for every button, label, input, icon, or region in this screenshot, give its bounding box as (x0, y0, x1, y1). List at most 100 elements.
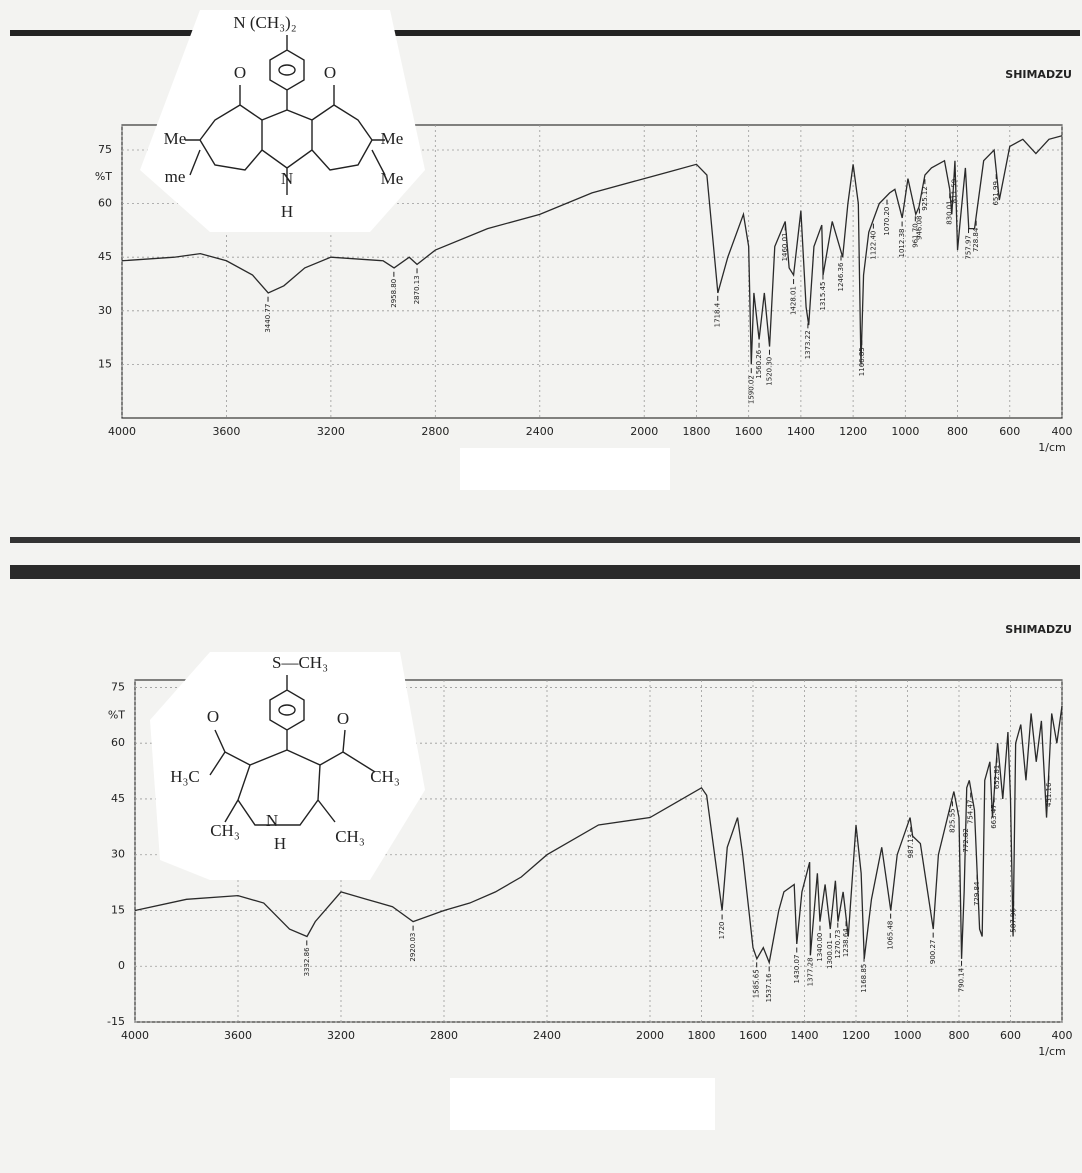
peak-label: 987.13 (907, 834, 915, 859)
peak-label: 587.96 (1010, 908, 1018, 933)
y-tick-label: 60 (111, 736, 125, 749)
y-tick-label: 60 (98, 197, 112, 210)
x-tick-label: 2000 (636, 1029, 664, 1042)
x-axis-label: 1/cm (1038, 1045, 1065, 1058)
atom-label: Me (381, 169, 404, 188)
x-tick-label: 1000 (894, 1029, 922, 1042)
atom-label: O (324, 63, 336, 82)
y-tick-label: 15 (111, 903, 125, 916)
atom-label: CH₃ (210, 821, 240, 840)
atom-label: Me (381, 129, 404, 148)
peak-label: 1377.28 (806, 957, 814, 986)
y-tick-label: 45 (111, 792, 125, 805)
peak-label: 1430.07 (793, 955, 801, 984)
x-tick-label: 2400 (526, 425, 554, 438)
peak-label: 1238.64 (842, 928, 850, 957)
atom-label: CH₃ (370, 767, 400, 786)
y-tick-label: 30 (111, 848, 125, 861)
x-tick-label: 3600 (212, 425, 240, 438)
peak-label: 1166.85 (858, 347, 866, 376)
x-tick-label: 1200 (842, 1029, 870, 1042)
peak-label: 1246.36 (837, 262, 845, 291)
atom-label: O (234, 63, 246, 82)
x-tick-label: 1600 (739, 1029, 767, 1042)
peak-label: 1560.26 (755, 349, 763, 378)
peak-label: 2920.03 (409, 933, 417, 962)
peak-label: 811.59 (951, 179, 959, 204)
x-tick-label: 800 (947, 425, 968, 438)
structure: S—CH₃ O O H₃C CH₃ NH CH₃ CH₃ (150, 652, 425, 880)
x-tick-label: 1000 (891, 425, 919, 438)
x-tick-label: 800 (949, 1029, 970, 1042)
x-tick-label: 1400 (791, 1029, 819, 1042)
x-tick-label: 600 (999, 425, 1020, 438)
peak-label: 1537.16 (765, 973, 773, 1002)
x-tick-label: 400 (1052, 1029, 1073, 1042)
peak-label: 2958.80 (390, 279, 398, 308)
y-tick-label: 45 (98, 250, 112, 263)
page: {"chart_data": [ {"type": "line", "brand… (0, 0, 1082, 1173)
peak-label: 1520.30 (765, 357, 773, 386)
x-tick-label: 2800 (430, 1029, 458, 1042)
peak-label: 1315.45 (819, 282, 827, 311)
peak-label: 651.99 (992, 181, 1000, 206)
atom-label: H₃C (170, 767, 200, 786)
x-tick-label: 1400 (787, 425, 815, 438)
peak-label: 1585.65 (753, 969, 761, 998)
x-tick-label: 1200 (839, 425, 867, 438)
peak-label: 754.47 (967, 800, 975, 825)
blank-label (460, 448, 670, 490)
atom-label: O (207, 707, 219, 726)
top-rule (10, 30, 1080, 36)
x-tick-label: 2400 (533, 1029, 561, 1042)
peak-label: 1065.48 (887, 921, 895, 950)
y-axis-label: %T (95, 170, 112, 183)
spectra-sheet: 4000360032002800240020001800160014001200… (0, 0, 1082, 1173)
peak-label: 1460.01 (781, 232, 789, 261)
atom-label: S—CH₃ (272, 653, 328, 672)
x-tick-label: 600 (1000, 1029, 1021, 1042)
peak-label: 1373.22 (804, 330, 812, 359)
atom-label: Me (164, 129, 187, 148)
x-axis-label: 1/cm (1038, 441, 1065, 454)
peak-label: 925.12 (921, 186, 929, 211)
peak-label: 1168.85 (860, 964, 868, 993)
x-tick-label: 1800 (688, 1029, 716, 1042)
peak-label: 1122.40 (869, 231, 877, 260)
x-tick-label: 1800 (682, 425, 710, 438)
peak-label: 3332.86 (303, 947, 311, 976)
blank-label (450, 1078, 715, 1130)
atom-label: H (281, 202, 293, 221)
x-tick-label: 4000 (121, 1029, 149, 1042)
y-tick-label: 30 (98, 304, 112, 317)
atom-label: H (274, 834, 286, 853)
atom-label: me (165, 167, 186, 186)
y-tick-label: 0 (118, 959, 125, 972)
peak-label: 1718.4 (714, 302, 722, 327)
x-tick-label: 3200 (317, 425, 345, 438)
brand: SHIMADZU (1005, 623, 1072, 636)
peak-label: 3440.77 (264, 304, 272, 333)
peak-label: 1270.73 (834, 930, 842, 959)
peak-label: 946.08 (915, 215, 923, 240)
y-tick-label: 15 (98, 357, 112, 370)
y-tick-label: 75 (98, 143, 112, 156)
atom-label: N (281, 169, 293, 188)
peak-label: 772.82 (962, 828, 970, 853)
peak-label: 1012.38 (898, 229, 906, 258)
atom-label: CH₃ (335, 827, 365, 846)
x-tick-label: 400 (1052, 425, 1073, 438)
y-tick-label: -15 (107, 1015, 125, 1028)
atom-label: N (266, 811, 278, 830)
peak-label: 900.27 (929, 940, 937, 965)
peak-label: 663.47 (990, 804, 998, 829)
peak-label: 728.84 (972, 227, 980, 252)
x-tick-label: 3200 (327, 1029, 355, 1042)
peak-label: 652.81 (993, 765, 1001, 790)
atom-label: O (337, 709, 349, 728)
x-tick-label: 1600 (735, 425, 763, 438)
peak-label: 825.55 (948, 808, 956, 833)
peak-label: 2870.13 (413, 275, 421, 304)
brand: SHIMADZU (1005, 68, 1072, 81)
